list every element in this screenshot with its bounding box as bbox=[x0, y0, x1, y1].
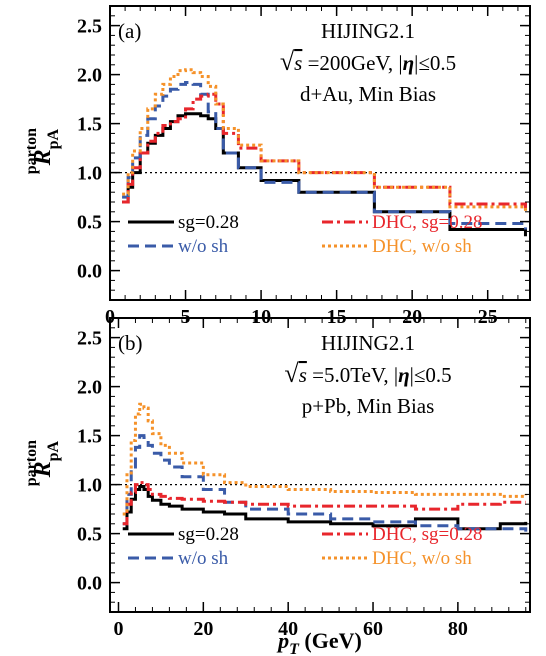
y-tick-label: 0.5 bbox=[77, 524, 102, 546]
y-tick-label: 1.5 bbox=[77, 426, 102, 448]
annotation-energy-part: |≤0.5 bbox=[414, 51, 456, 75]
annotation-energy: √s =200GeV, |η|≤0.5 bbox=[280, 47, 456, 76]
x-axis-label: pT (GeV) bbox=[276, 628, 362, 656]
y-tick-label: 2.5 bbox=[77, 328, 102, 350]
annotation-energy-part: =200GeV, | bbox=[302, 51, 402, 75]
y-tick-label: 2.5 bbox=[77, 16, 102, 38]
annotation-generator: HIJING2.1 bbox=[321, 331, 415, 355]
annotation-energy-part: η bbox=[403, 51, 415, 75]
legend-label-0: sg=0.28 bbox=[178, 524, 239, 545]
annotation-energy-part: √ bbox=[280, 47, 295, 76]
annotation-energy-part: s bbox=[294, 51, 302, 75]
legend-label-0: sg=0.28 bbox=[178, 212, 239, 233]
annotation-system: d+Au, Min Bias bbox=[300, 82, 436, 106]
x-axis-label-main: p bbox=[276, 628, 289, 653]
legend-label-2: DHC, sg=0.28 bbox=[372, 524, 482, 545]
annotation-energy-part: |≤0.5 bbox=[410, 363, 452, 387]
y-tick-label: 2.0 bbox=[77, 377, 102, 399]
y-axis-label-main: R bbox=[30, 461, 56, 478]
y-axis-label-sub: pA bbox=[45, 440, 62, 461]
series-line-2 bbox=[122, 92, 527, 212]
x-tick-label: 40 bbox=[278, 618, 298, 640]
y-axis-label-sup: parton bbox=[23, 440, 40, 486]
y-tick-label: 1.0 bbox=[77, 163, 102, 185]
series-line-1 bbox=[122, 434, 528, 532]
legend-label-3: DHC, w/o sh bbox=[372, 236, 472, 257]
series-line-3 bbox=[122, 402, 528, 516]
y-axis-label: RpA bbox=[30, 128, 62, 166]
y-tick-label: 0.5 bbox=[77, 212, 102, 234]
panel-label: (a) bbox=[118, 19, 141, 43]
y-tick-label: 1.5 bbox=[77, 114, 102, 136]
panel-label: (b) bbox=[118, 331, 143, 355]
series-group bbox=[122, 68, 527, 237]
annotation-energy-part: =5.0TeV, | bbox=[307, 363, 398, 387]
x-axis-label-sub: T bbox=[289, 641, 300, 656]
annotation-energy-part: s bbox=[299, 363, 307, 387]
y-axis-label-main: R bbox=[30, 149, 56, 166]
y-axis-label-sub: pA bbox=[45, 128, 62, 149]
annotation-energy-part: √ bbox=[284, 359, 299, 388]
panel-a: 0.00.51.01.52.02.50 5 10 15 20 25RpAparton(a)… bbox=[23, 5, 531, 328]
legend-label-3: DHC, w/o sh bbox=[372, 548, 472, 569]
x-tick-label: 20 bbox=[193, 618, 213, 640]
y-tick-label: 2.0 bbox=[77, 65, 102, 87]
x-tick-label: 60 bbox=[363, 618, 383, 640]
series-line-2 bbox=[122, 481, 526, 526]
y-axis-label-sup: parton bbox=[23, 128, 40, 174]
x-tick-label: 80 bbox=[448, 618, 468, 640]
y-tick-label: 1.0 bbox=[77, 475, 102, 497]
legend-label-2: DHC, sg=0.28 bbox=[372, 212, 482, 233]
series-line-1 bbox=[122, 80, 527, 230]
x-axis-label-unit: (GeV) bbox=[299, 628, 362, 653]
series-line-3 bbox=[122, 68, 527, 212]
legend-label-1: w/o sh bbox=[178, 548, 229, 569]
annotation-energy: √s =5.0TeV, |η|≤0.5 bbox=[284, 359, 451, 388]
annotation-energy-part: η bbox=[398, 363, 410, 387]
annotation-system: p+Pb, Min Bias bbox=[302, 394, 435, 418]
x-tick-label: 0 bbox=[113, 618, 123, 640]
y-axis-label: RpA bbox=[30, 440, 62, 478]
annotation-generator: HIJING2.1 bbox=[321, 19, 415, 43]
y-tick-label: 0.0 bbox=[77, 261, 102, 283]
legend-label-1: w/o sh bbox=[178, 236, 229, 257]
series-group bbox=[122, 402, 528, 532]
y-tick-label: 0.0 bbox=[77, 573, 102, 595]
